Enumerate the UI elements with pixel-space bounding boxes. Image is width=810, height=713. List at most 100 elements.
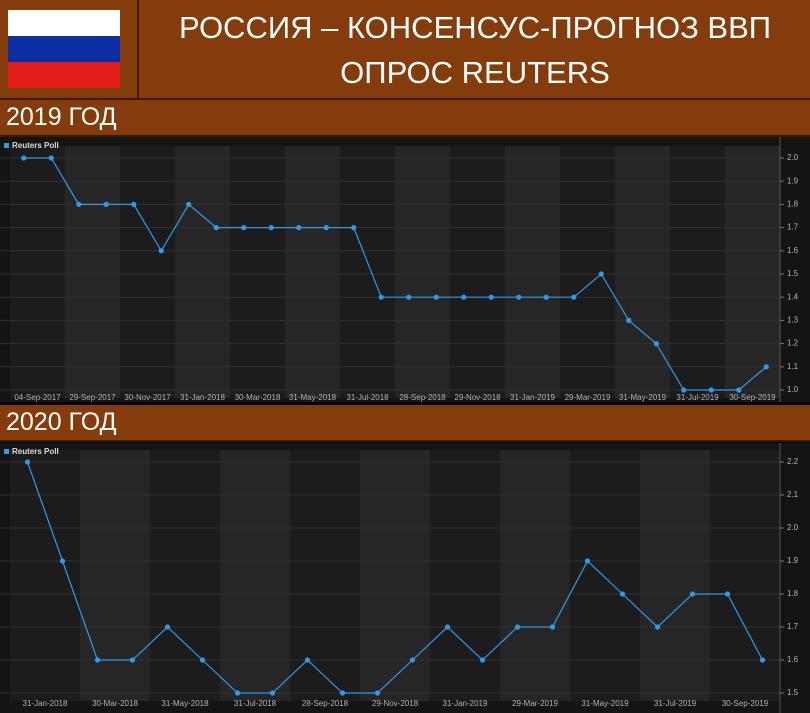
y-tick-label: 1.7 xyxy=(787,622,799,631)
y-tick-label: 1.8 xyxy=(787,200,799,209)
x-tick-label: 28-Sep-2018 xyxy=(399,393,446,402)
x-tick-label: 31-May-2018 xyxy=(289,393,337,402)
column-band xyxy=(10,450,80,701)
data-point xyxy=(351,225,357,231)
data-point xyxy=(708,387,714,393)
data-point xyxy=(339,690,346,696)
data-point xyxy=(269,690,276,696)
flag-box xyxy=(0,0,139,98)
data-point xyxy=(461,294,467,300)
x-tick-label: 29-Mar-2019 xyxy=(512,699,558,708)
column-band xyxy=(560,146,615,398)
column-band xyxy=(725,146,780,398)
y-tick-label: 1.6 xyxy=(787,655,799,664)
column-band xyxy=(570,450,640,701)
data-point xyxy=(21,155,27,161)
x-tick-label: 30-Sep-2019 xyxy=(729,393,776,402)
x-tick-label: 31-Jul-2019 xyxy=(676,393,719,402)
y-tick-label: 1.5 xyxy=(787,269,799,278)
column-band xyxy=(640,450,710,701)
data-point xyxy=(598,271,604,277)
data-point xyxy=(158,248,164,254)
data-point xyxy=(94,657,101,663)
data-point xyxy=(626,317,632,323)
data-point xyxy=(759,657,766,663)
column-band xyxy=(150,450,220,701)
data-point xyxy=(543,294,549,300)
data-point xyxy=(241,225,247,231)
x-tick-label: 31-Jan-2019 xyxy=(510,393,555,402)
data-point xyxy=(444,624,451,630)
data-point xyxy=(433,294,439,300)
y-tick-label: 1.8 xyxy=(787,589,799,598)
data-point xyxy=(488,294,494,300)
x-tick-label: 31-Jan-2019 xyxy=(443,699,488,708)
data-point xyxy=(584,558,591,564)
data-point xyxy=(129,657,136,663)
column-band xyxy=(285,146,340,398)
y-tick-label: 1.7 xyxy=(787,223,799,232)
data-point xyxy=(59,558,66,564)
data-point xyxy=(571,294,577,300)
x-tick-label: 30-Nov-2017 xyxy=(124,393,171,402)
series-line xyxy=(23,157,767,391)
column-band xyxy=(220,450,290,701)
column-band xyxy=(175,146,230,398)
column-band xyxy=(430,450,500,701)
legend-label: Reuters Poll xyxy=(12,141,59,150)
data-point xyxy=(378,294,384,300)
section-heading: 2019 ГОД xyxy=(0,100,810,137)
data-point xyxy=(516,294,522,300)
data-point xyxy=(654,624,661,630)
data-point xyxy=(186,201,192,207)
data-point xyxy=(653,341,659,347)
y-tick-label: 1.9 xyxy=(787,176,799,185)
x-tick-label: 30-Mar-2018 xyxy=(235,393,281,402)
data-point xyxy=(48,155,54,161)
series-line xyxy=(26,461,764,694)
data-point xyxy=(374,690,381,696)
header: РОССИЯ – КОНСЕНСУС-ПРОГНОЗ ВВП ОПРОС REU… xyxy=(0,0,810,100)
x-tick-label: 30-Sep-2019 xyxy=(722,699,769,708)
legend-swatch xyxy=(4,143,9,148)
x-tick-label: 31-Jul-2018 xyxy=(234,699,277,708)
column-band xyxy=(65,146,120,398)
column-band xyxy=(340,146,395,398)
y-tick-label: 1.3 xyxy=(787,316,799,325)
data-point xyxy=(689,591,696,597)
y-tick-label: 2.0 xyxy=(787,153,799,162)
data-point xyxy=(24,459,31,465)
y-tick-label: 2.1 xyxy=(787,490,799,499)
data-point xyxy=(763,364,769,370)
x-tick-label: 30-Mar-2018 xyxy=(92,699,138,708)
data-point xyxy=(296,225,302,231)
column-band xyxy=(10,146,65,398)
x-tick-label: 31-May-2019 xyxy=(581,699,629,708)
column-band xyxy=(710,450,780,701)
data-point xyxy=(409,657,416,663)
column-band xyxy=(615,146,670,398)
column-band xyxy=(360,450,430,701)
y-tick-label: 1.5 xyxy=(787,688,799,697)
data-point xyxy=(199,657,206,663)
data-point xyxy=(619,591,626,597)
data-point xyxy=(479,657,486,663)
data-point xyxy=(736,387,742,393)
x-tick-label: 31-May-2018 xyxy=(161,699,209,708)
chart: 1.0 1.1 1.2 1.3 1.4 1.5 1.6 1.7 1.8 1.9 2.0 04-Sep-… xyxy=(0,137,810,402)
data-point xyxy=(213,225,219,231)
russia-flag xyxy=(8,10,120,88)
data-point xyxy=(76,201,82,207)
x-tick-label: 31-Jan-2018 xyxy=(23,699,68,708)
x-tick-label: 29-Mar-2019 xyxy=(565,393,611,402)
column-band xyxy=(500,450,570,701)
title-line: ОПРОС REUTERS xyxy=(340,55,610,90)
y-tick-label: 2.0 xyxy=(787,523,799,532)
column-band xyxy=(395,146,450,398)
data-point xyxy=(681,387,687,393)
x-tick-label: 29-Nov-2018 xyxy=(454,393,501,402)
column-band xyxy=(80,450,150,701)
column-band xyxy=(450,146,505,398)
y-tick-label: 1.1 xyxy=(787,362,799,371)
